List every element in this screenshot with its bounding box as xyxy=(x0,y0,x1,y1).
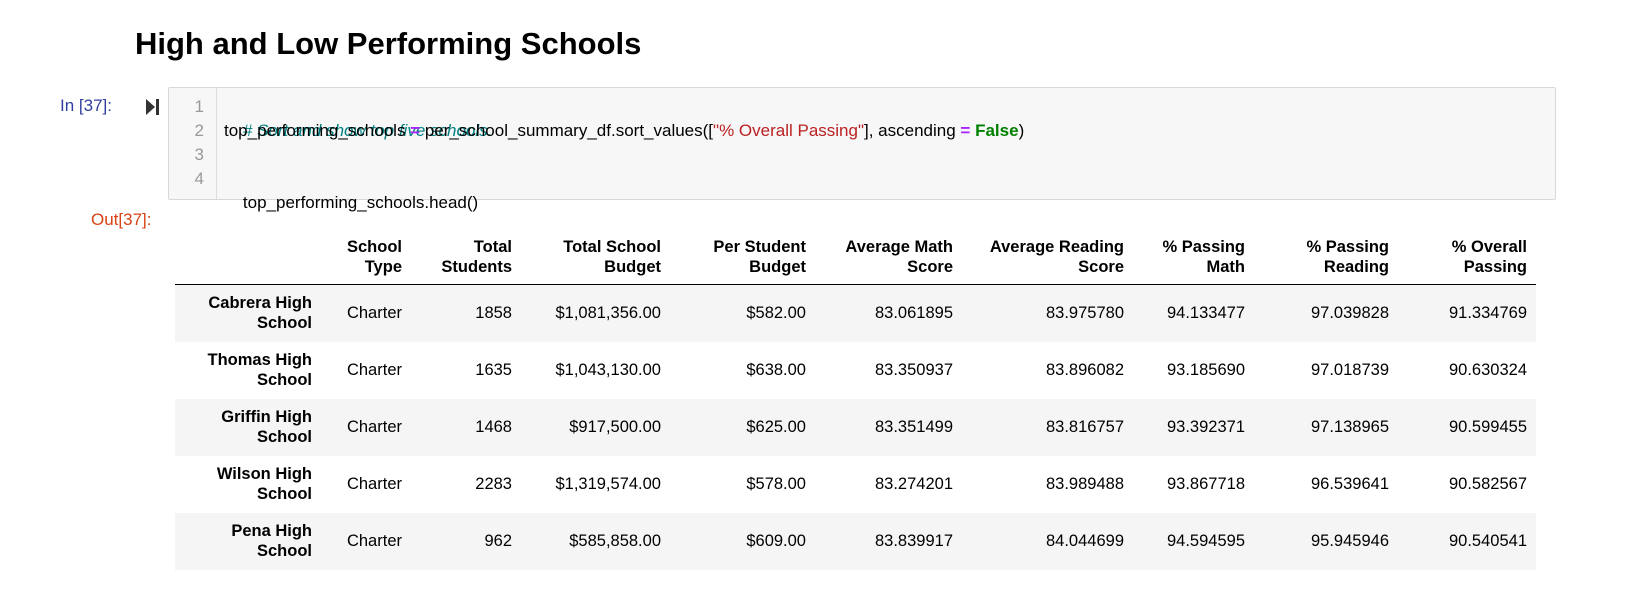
table-cell: 83.350937 xyxy=(875,360,953,379)
table-row: Griffin High School Charter 1468 $917,500… xyxy=(175,398,1536,456)
line-number-gutter: 1 2 3 4 xyxy=(169,88,217,199)
table-cell: 83.351499 xyxy=(875,417,953,436)
table-cell: $1,081,356.00 xyxy=(555,303,661,322)
table-cell: 97.039828 xyxy=(1311,303,1389,322)
output-prompt: Out[37]: xyxy=(91,210,152,229)
code-close-paren: ) xyxy=(1018,121,1025,140)
table-cell: $625.00 xyxy=(746,417,806,436)
table-cell: 94.594595 xyxy=(1167,531,1245,550)
column-header: Total Students xyxy=(411,230,521,285)
dataframe-table: School Type Total Students Total School Bud… xyxy=(175,230,1536,570)
table-cell: 97.138965 xyxy=(1311,417,1389,436)
table-cell: 1468 xyxy=(475,417,512,436)
table-row: Pena High School Charter 962 $585,858.00 … xyxy=(175,512,1536,570)
table-cell: 97.018739 xyxy=(1311,360,1389,379)
table-cell: 90.540541 xyxy=(1449,531,1527,550)
column-header: % Passing Reading xyxy=(1254,230,1398,285)
index-header xyxy=(175,230,321,285)
table-cell: 83.839917 xyxy=(875,531,953,550)
input-prompt: In [37]: xyxy=(60,96,112,115)
table-cell: $1,319,574.00 xyxy=(555,474,661,493)
table-cell: 1635 xyxy=(475,360,512,379)
row-index: Griffin High School xyxy=(221,408,312,446)
table-cell: 83.274201 xyxy=(875,474,953,493)
table-cell: Charter xyxy=(346,531,402,550)
table-cell: 2283 xyxy=(475,474,512,493)
row-index: Wilson High School xyxy=(216,465,312,503)
table-cell: 83.896082 xyxy=(1046,360,1124,379)
table-cell: 90.630324 xyxy=(1449,360,1527,379)
code-line-4: top_performing_schools.head() xyxy=(224,167,478,239)
table-cell: 90.582567 xyxy=(1449,474,1527,493)
code-keyword: False xyxy=(975,121,1019,140)
code-call: per_school_summary_df.sort_values([ xyxy=(420,121,714,140)
table-cell: 83.061895 xyxy=(875,303,953,322)
table-cell: 83.816757 xyxy=(1046,417,1124,436)
table-cell: 1858 xyxy=(475,303,512,322)
table-cell: 90.599455 xyxy=(1449,417,1527,436)
table-cell: $1,043,130.00 xyxy=(555,360,661,379)
table-cell: 83.989488 xyxy=(1046,474,1124,493)
section-heading: High and Low Performing Schools xyxy=(135,26,642,61)
table-header-row: School Type Total Students Total School Bud… xyxy=(175,230,1536,285)
table-cell: 93.867718 xyxy=(1167,474,1245,493)
table-cell: 93.185690 xyxy=(1167,360,1245,379)
table-cell: 84.044699 xyxy=(1046,531,1124,550)
table-cell: 83.975780 xyxy=(1046,303,1124,322)
table-row: Wilson High School Charter 2283 $1,319,57… xyxy=(175,456,1536,513)
table-cell: Charter xyxy=(346,417,402,436)
code-line-2: top_performing_schools = per_school_summ… xyxy=(224,119,1024,143)
code-operator: = xyxy=(410,121,421,140)
table-row: Cabrera High School Charter 1858 $1,081,3… xyxy=(175,284,1536,342)
table-cell: 93.392371 xyxy=(1167,417,1245,436)
table-cell: $582.00 xyxy=(746,303,806,322)
line-number: 3 xyxy=(194,145,204,164)
table-cell: 91.334769 xyxy=(1449,303,1527,322)
table-cell: $638.00 xyxy=(746,360,806,379)
line-number: 2 xyxy=(194,121,204,140)
code-head-call: top_performing_schools.head() xyxy=(242,193,479,212)
column-header: % Passing Math xyxy=(1133,230,1254,285)
table-cell: $585,858.00 xyxy=(569,531,661,550)
table-cell: 95.945946 xyxy=(1311,531,1389,550)
code-editor[interactable]: 1 2 3 4 # Sort and show top five schools… xyxy=(168,87,1556,212)
run-cell-icon[interactable] xyxy=(145,98,161,116)
table-row: Thomas High School Charter 1635 $1,043,13… xyxy=(175,342,1536,399)
code-operator: = xyxy=(960,121,971,140)
code-args: ], ascending xyxy=(864,121,961,140)
table-cell: 96.539641 xyxy=(1311,474,1389,493)
table-cell: $917,500.00 xyxy=(569,417,661,436)
code-line-1: # Sort and show top five schools. xyxy=(224,95,492,167)
table-cell: Charter xyxy=(346,303,402,322)
column-header: Average Reading Score xyxy=(962,230,1133,285)
column-header: Average Math Score xyxy=(815,230,962,285)
table-cell: 962 xyxy=(484,531,512,550)
table-cell: $578.00 xyxy=(746,474,806,493)
code-variable: top_performing_schools xyxy=(224,121,411,140)
row-index: Thomas High School xyxy=(207,351,312,389)
table-cell: Charter xyxy=(346,360,402,379)
table-cell: Charter xyxy=(346,474,402,493)
table-cell: $609.00 xyxy=(746,531,806,550)
column-header: Total School Budget xyxy=(521,230,670,285)
code-string: "% Overall Passing" xyxy=(713,121,864,140)
row-index: Cabrera High School xyxy=(208,294,312,333)
column-header: Per Student Budget xyxy=(670,230,815,285)
table-cell: 94.133477 xyxy=(1167,303,1245,322)
code-comment: # Sort and show top five schools. xyxy=(242,121,493,140)
row-index: Pena High School xyxy=(231,522,312,560)
column-header: % Overall Passing xyxy=(1398,230,1536,285)
line-number: 4 xyxy=(194,169,204,188)
line-number: 1 xyxy=(194,97,204,116)
column-header: School Type xyxy=(321,230,411,285)
